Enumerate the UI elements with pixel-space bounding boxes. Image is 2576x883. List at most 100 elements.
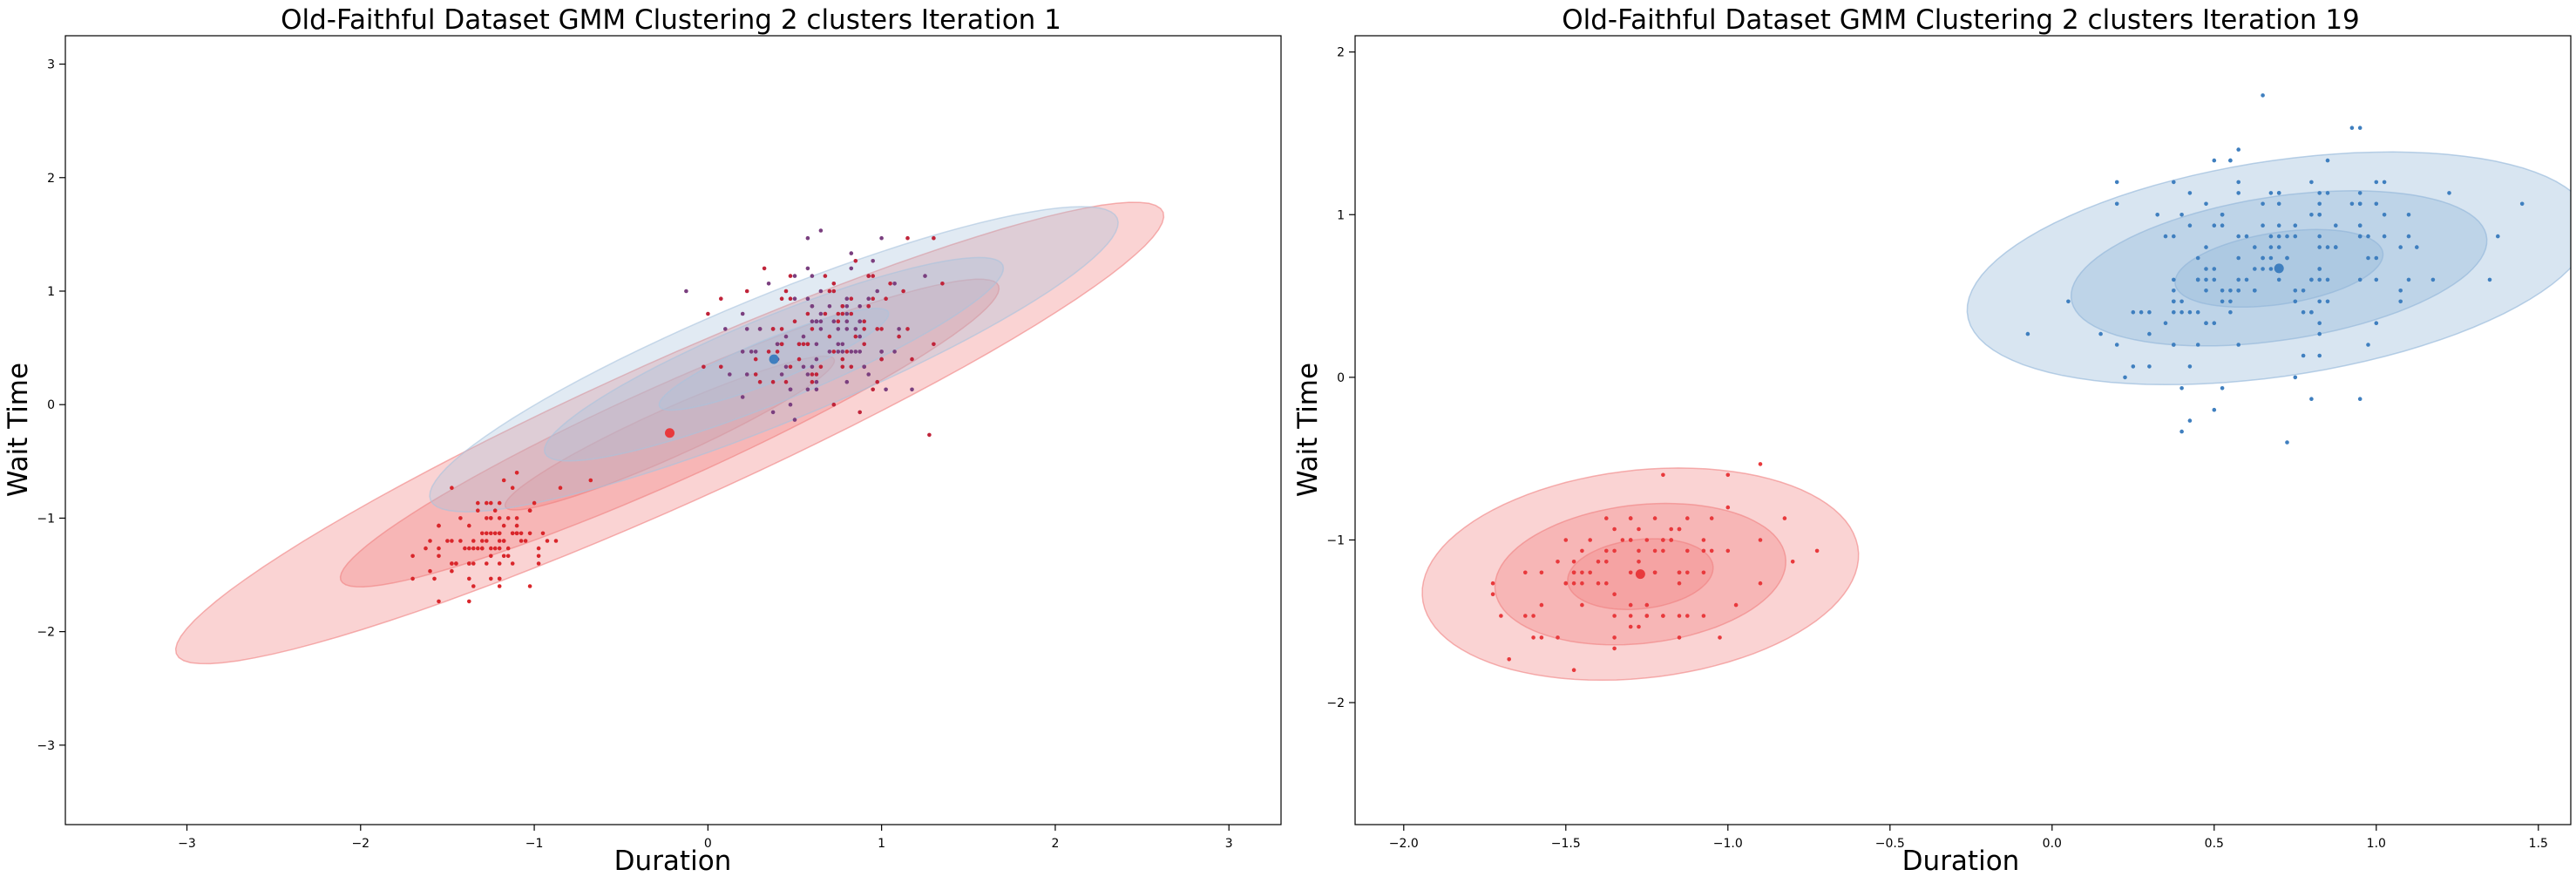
data-point [2261,93,2265,98]
data-point [2204,267,2208,271]
data-point [480,539,485,543]
data-point [1539,602,1544,608]
data-point [553,539,559,543]
data-point [766,350,771,354]
data-point [2382,180,2387,185]
data-point [1718,635,1722,640]
data-point [814,342,819,347]
data-point [2147,331,2152,336]
data-point [783,379,789,384]
data-point [871,274,875,278]
data-point [1652,516,1657,520]
data-point [2147,309,2152,315]
data-point [1677,635,1682,640]
data-point [871,387,875,392]
data-point [2253,245,2257,249]
data-point [844,379,850,384]
data-point [2374,201,2379,207]
data-point [428,568,432,574]
data-point [719,364,723,370]
data-point [853,259,858,263]
data-point [2244,234,2249,239]
data-point [450,561,454,566]
data-point [497,539,502,543]
data-point [2317,213,2322,217]
data-point [858,410,862,415]
data-point [1637,526,1641,532]
data-point [410,576,415,581]
data-point [2131,309,2136,315]
data-point [471,539,476,543]
data-point [2236,147,2240,152]
data-point [2195,255,2200,261]
data-point [1782,516,1787,520]
data-point [2212,277,2217,282]
data-point [1531,635,1535,640]
data-point [2212,267,2217,271]
data-point [779,342,784,347]
data-point [1523,614,1528,618]
data-point [2236,191,2240,195]
data-point [2228,289,2233,293]
data-point [814,387,819,392]
data-point [2195,309,2200,315]
data-point [757,327,763,331]
data-point [840,304,845,309]
data-point [2293,299,2298,304]
data-point [1523,570,1528,575]
data-point [501,539,506,543]
x-tick-label: −2.0 [1389,837,1419,851]
data-point [2374,255,2379,261]
data-point [1661,614,1665,618]
data-point [840,364,845,370]
data-point [2066,299,2071,304]
data-point [1628,538,1633,542]
data-point [2236,343,2240,347]
data-point [2204,277,2208,282]
data-point [467,546,471,551]
chart-2-y-label: Wait Time [1292,363,1324,497]
chart-1-x-label: Duration [614,846,732,877]
data-point [932,342,936,347]
data-point [2195,277,2200,282]
data-point [775,350,780,354]
data-point [1725,548,1731,554]
data-point [2261,255,2265,261]
y-tick-label: 1 [47,285,55,299]
data-point [480,531,485,536]
data-point [844,350,850,354]
data-point [485,516,489,520]
data-point [2325,158,2330,163]
data-point [810,319,815,324]
data-point [740,395,745,399]
data-point [2276,223,2281,228]
data-point [879,350,884,354]
data-point [2276,245,2281,249]
data-point [1628,614,1633,618]
data-point [1539,635,1544,640]
data-point [770,379,776,384]
data-point [1612,614,1617,618]
data-point [2317,245,2322,249]
data-point [723,327,728,331]
data-point [728,372,732,377]
data-point [2325,299,2330,304]
data-point [467,599,471,604]
y-tick-label: −1 [1326,533,1345,547]
data-point [497,546,502,551]
data-point [2285,440,2289,445]
data-point [2268,255,2274,261]
data-point [810,379,815,384]
data-point [501,478,506,483]
data-point [783,289,789,294]
data-point [1628,516,1633,520]
data-point [2147,364,2152,369]
y-tick-label: 2 [1337,46,1345,60]
data-point [744,289,749,294]
data-point [797,357,802,362]
data-point [2098,331,2103,336]
data-point [1637,548,1641,554]
data-point [1571,570,1576,575]
data-point [757,379,763,384]
data-point [2172,180,2176,185]
